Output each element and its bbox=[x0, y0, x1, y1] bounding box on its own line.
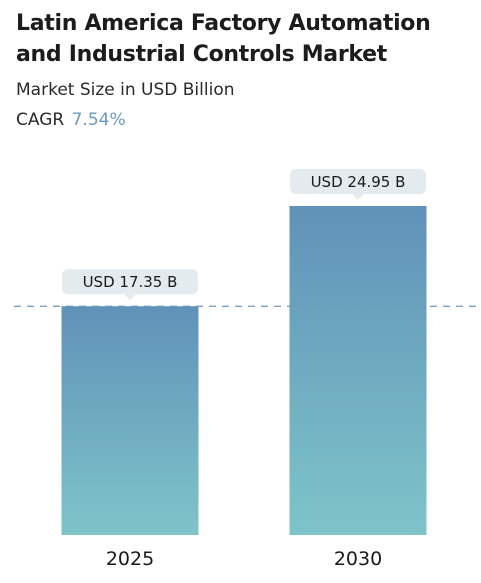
chart-header: Latin America Factory Automation and Ind… bbox=[16, 8, 476, 131]
value-label-pointer bbox=[124, 294, 136, 301]
x-tick-label-2025: 2025 bbox=[106, 548, 154, 570]
cagr-label: CAGR bbox=[16, 110, 65, 130]
x-tick-label-2030: 2030 bbox=[334, 548, 382, 570]
bar-2030 bbox=[289, 206, 427, 535]
chart-subtitle: Market Size in USD Billion bbox=[16, 80, 235, 100]
value-label-bubble bbox=[62, 269, 198, 295]
value-label-text: USD 17.35 B bbox=[83, 273, 178, 291]
cagr-row: CAGR 7.54% bbox=[16, 109, 476, 131]
bar-2025 bbox=[61, 306, 199, 535]
value-label-2030: USD 24.95 B bbox=[290, 169, 426, 200]
value-labels-layer: USD 17.35 B USD 24.95 B bbox=[62, 169, 426, 301]
value-label-2025: USD 17.35 B bbox=[62, 269, 198, 301]
chart-title: Latin America Factory Automation and Ind… bbox=[16, 11, 431, 67]
value-label-text: USD 24.95 B bbox=[311, 173, 406, 191]
cagr-value: 7.54% bbox=[71, 110, 126, 130]
value-label-bubble bbox=[290, 169, 426, 194]
bars-layer bbox=[61, 206, 427, 535]
value-label-pointer bbox=[352, 194, 364, 200]
x-axis-labels: 2025 2030 bbox=[106, 548, 382, 570]
